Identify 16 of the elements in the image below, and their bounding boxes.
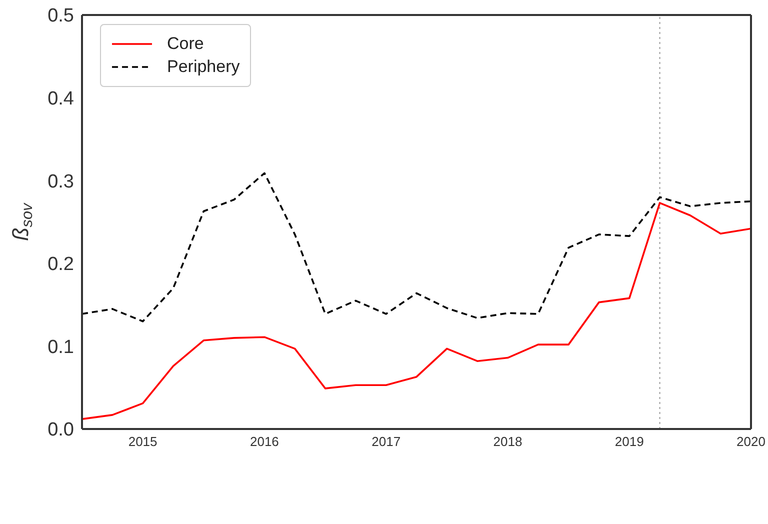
y-tick-label: 0.3 xyxy=(48,171,74,192)
y-tick-label: 0.0 xyxy=(48,420,74,441)
line-series xyxy=(82,172,751,322)
x-tick-label: 2018 xyxy=(493,434,522,450)
x-tick-label: 2016 xyxy=(250,434,279,450)
y-tick-label: 0.5 xyxy=(48,6,74,27)
x-tick-label: 2015 xyxy=(128,434,158,450)
line-series xyxy=(82,202,751,420)
x-tick-label: 2017 xyxy=(372,434,401,450)
legend-label: Core xyxy=(167,34,204,54)
legend-label: Periphery xyxy=(167,57,240,77)
x-tick-label: 2019 xyxy=(614,434,644,450)
y-tick-label: 0.2 xyxy=(48,254,74,276)
x-tick-label: 2020 xyxy=(736,434,766,450)
y-tick-label: 0.4 xyxy=(48,88,74,110)
y-tick-label: 0.1 xyxy=(48,336,74,358)
